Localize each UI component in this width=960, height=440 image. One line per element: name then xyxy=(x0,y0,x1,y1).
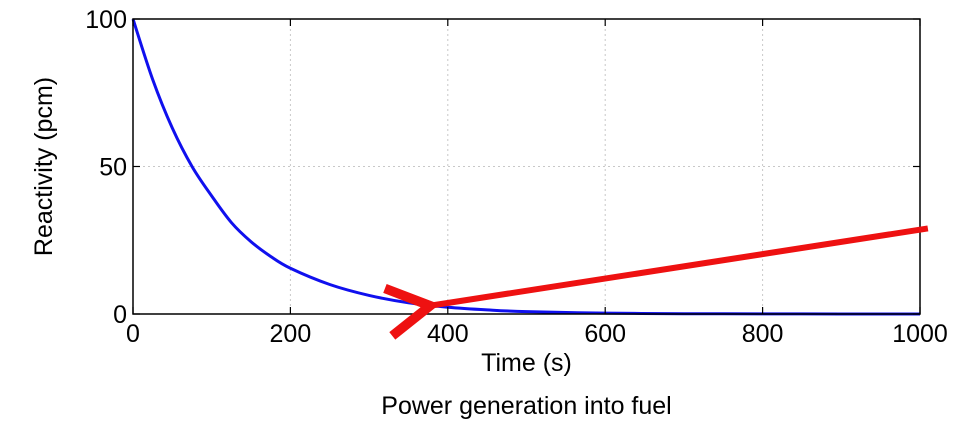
x-tick-label: 0 xyxy=(126,320,140,348)
y-tick-label: 50 xyxy=(99,154,127,182)
y-axis-title: Reactivity (pcm) xyxy=(30,77,58,256)
series-layer xyxy=(131,18,921,316)
x-tick-label: 200 xyxy=(270,320,312,348)
y-tick-label: 0 xyxy=(113,301,127,329)
y-tick-label: 100 xyxy=(85,6,127,34)
axis-ticks xyxy=(132,18,921,315)
plot-frame xyxy=(132,18,921,315)
tick-labels: 0 200 400 600 800 1000 0 50 100 xyxy=(85,6,948,348)
x-axis-title: Time (s) xyxy=(481,349,572,377)
x-tick-label: 800 xyxy=(742,320,784,348)
figure-caption: Power generation into fuel xyxy=(381,392,671,420)
x-tick-label: 400 xyxy=(427,320,469,348)
red-arrow-annotation xyxy=(424,225,929,306)
x-tick-label: 1000 xyxy=(892,320,948,348)
grid-lines xyxy=(133,19,920,314)
x-tick-label: 600 xyxy=(584,320,626,348)
reactivity-series-line xyxy=(131,18,921,316)
annotation-layer xyxy=(424,225,929,306)
